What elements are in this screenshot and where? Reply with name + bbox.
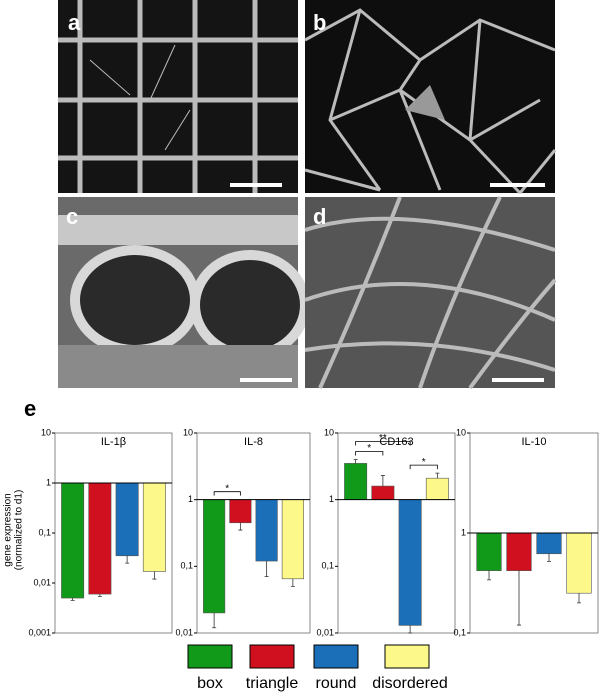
y-tick-label: 0,01: [316, 627, 334, 637]
y-tick-label: 0,01: [33, 577, 51, 587]
y-tick-label: 10: [41, 427, 51, 437]
significance-label: **: [379, 433, 387, 444]
bar: [506, 532, 532, 571]
error-bar: [380, 475, 385, 487]
significance-bracket: [355, 441, 411, 446]
bar: [371, 485, 395, 500]
sem-image-d: [304, 196, 557, 390]
bar: [88, 482, 112, 595]
bar: [536, 532, 562, 555]
y-tick-label: 1: [329, 494, 334, 504]
y-axis-label: gene expression: [3, 493, 14, 566]
legend-label: box: [197, 675, 223, 692]
legend-label: disordered: [372, 675, 448, 692]
error-bar: [290, 578, 295, 587]
bar: [281, 499, 304, 580]
error-bar: [353, 459, 358, 464]
bar: [476, 532, 502, 571]
significance-label: *: [225, 483, 229, 494]
y-tick-label: 1: [46, 477, 51, 487]
error-bar: [547, 553, 551, 562]
y-tick-label: 0,01: [175, 627, 193, 637]
sem-image-c: [58, 197, 310, 388]
plot-frame: [337, 432, 456, 634]
bar: [398, 499, 422, 626]
error-bar: [264, 561, 269, 578]
legend-label: triangle: [246, 675, 299, 692]
bar: [203, 499, 226, 614]
y-axis-label: (normalized to d1): [14, 490, 25, 571]
bar: [61, 482, 85, 599]
error-bar: [125, 555, 130, 564]
panel-label: c: [66, 204, 78, 229]
error-bar: [435, 472, 440, 479]
chart-title: IL-8: [244, 436, 263, 448]
panel-label: e: [24, 396, 36, 421]
significance-label: *: [367, 443, 371, 454]
bar: [229, 499, 252, 524]
error-bar: [517, 570, 521, 626]
legend-swatch: [187, 644, 233, 669]
significance-bracket: [213, 491, 241, 496]
bar: [255, 499, 278, 562]
error-bar: [212, 612, 217, 629]
bar: [425, 477, 449, 500]
y-tick-label: 0,1: [180, 561, 193, 571]
plot-frame: [196, 432, 311, 634]
y-tick-label: 10: [183, 427, 193, 437]
panel-label: b: [313, 10, 326, 35]
y-tick-label: 0,001: [28, 627, 51, 637]
y-tick-label: 10: [456, 427, 466, 437]
sem-image-a: [58, 0, 298, 193]
y-tick-label: 1: [188, 494, 193, 504]
chart-title: IL-10: [521, 436, 546, 448]
bar: [115, 482, 139, 557]
bar: [566, 532, 592, 594]
legend-label: round: [316, 675, 357, 692]
significance-bracket: [355, 451, 384, 456]
error-bar: [408, 625, 413, 634]
significance-bracket: [409, 464, 438, 470]
y-tick-label: 1: [461, 527, 466, 537]
bar: [344, 463, 368, 500]
y-tick-label: 10: [324, 427, 334, 437]
legend-swatch: [313, 644, 359, 669]
panel-label: d: [313, 204, 326, 229]
sem-image-b: [304, 0, 557, 195]
error-bar: [577, 593, 581, 604]
panel-label: a: [68, 10, 81, 35]
error-bar: [487, 570, 491, 581]
error-bar: [152, 571, 157, 580]
bar: [142, 482, 166, 572]
error-bar: [97, 594, 102, 597]
error-bar: [70, 598, 75, 601]
legend-swatch: [249, 644, 295, 669]
significance-label: *: [422, 457, 426, 468]
chart-title: IL-1β: [101, 436, 126, 448]
error-bar: [238, 522, 243, 531]
y-tick-label: 0,1: [38, 527, 51, 537]
legend-swatch: [384, 644, 430, 669]
y-tick-label: 0,1: [453, 627, 466, 637]
y-tick-label: 0,1: [321, 561, 334, 571]
